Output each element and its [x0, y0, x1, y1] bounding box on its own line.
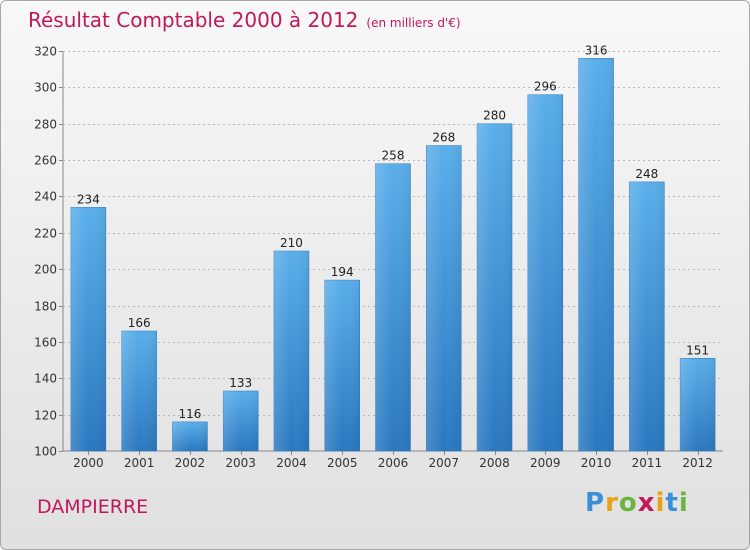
logo-letter: t — [665, 488, 679, 518]
data-label: 296 — [534, 80, 557, 94]
labels: 100 120 140 160 180 200 220 240 260 280 300 320 234 2… — [34, 43, 713, 470]
bar-highlight — [629, 181, 665, 451]
y-tick-label: 220 — [34, 227, 57, 241]
bar-highlight — [172, 421, 208, 451]
y-tick-label: 160 — [34, 336, 57, 350]
bars — [70, 58, 716, 452]
chart-subtitle: (en milliers d'€) — [366, 16, 461, 30]
logo-letter: i — [655, 488, 666, 518]
x-tick-label: 2007 — [428, 456, 459, 470]
x-tick-label: 2004 — [276, 456, 307, 470]
x-tick-label: 2003 — [225, 456, 256, 470]
x-tick-label: 2010 — [581, 456, 612, 470]
proxiti-logo[interactable]: Proxiti — [585, 488, 689, 518]
data-label: 133 — [229, 376, 252, 390]
logo-letter: x — [637, 488, 656, 518]
data-label: 248 — [635, 167, 658, 181]
chart-title-text: Résultat Comptable 2000 à 2012 — [28, 8, 359, 32]
y-tick-label: 140 — [34, 372, 57, 386]
data-label: 166 — [128, 316, 151, 330]
bar-highlight — [477, 123, 513, 452]
logo-letter: i — [678, 488, 689, 518]
data-label: 258 — [382, 149, 405, 163]
logo-letter: P — [585, 488, 606, 518]
bar-highlight — [121, 331, 157, 451]
bar-highlight — [375, 163, 411, 451]
data-label: 210 — [280, 236, 303, 250]
data-label: 280 — [483, 109, 506, 123]
bar-highlight — [324, 280, 360, 451]
bar-highlight — [426, 145, 462, 451]
x-tick-label: 2012 — [682, 456, 713, 470]
data-label: 234 — [77, 192, 100, 206]
y-tick-label: 180 — [34, 300, 57, 314]
x-tick-label: 2000 — [73, 456, 104, 470]
x-tick-label: 2008 — [479, 456, 510, 470]
x-tick-label: 2009 — [530, 456, 561, 470]
bar-highlight — [273, 251, 309, 451]
y-tick-label: 300 — [34, 81, 57, 95]
bar-highlight — [70, 207, 106, 451]
data-label: 151 — [686, 343, 709, 357]
x-tick-label: 2002 — [175, 456, 206, 470]
y-tick-label: 240 — [34, 190, 57, 204]
data-label: 316 — [585, 43, 608, 57]
bar-highlight — [223, 391, 259, 451]
x-tick-label: 2005 — [327, 456, 358, 470]
bar-highlight — [680, 358, 716, 451]
y-tick-label: 200 — [34, 263, 57, 277]
y-tick-label: 120 — [34, 409, 57, 423]
y-tick-label: 100 — [34, 445, 57, 459]
chart-title: Résultat Comptable 2000 à 2012 (en millie… — [28, 8, 461, 32]
y-tick-label: 320 — [34, 45, 57, 59]
y-tick-label: 260 — [34, 154, 57, 168]
x-tick-label: 2001 — [124, 456, 155, 470]
logo-letter: o — [618, 488, 638, 518]
x-tick-label: 2011 — [632, 456, 663, 470]
y-tick-label: 280 — [34, 118, 57, 132]
x-tick-label: 2006 — [378, 456, 409, 470]
bar-highlight — [578, 58, 614, 451]
data-label: 268 — [432, 131, 455, 145]
bar-highlight — [527, 94, 563, 452]
data-label: 116 — [178, 407, 201, 421]
data-label: 194 — [331, 265, 354, 279]
commune-name: DAMPIERRE — [37, 496, 149, 518]
logo-letter: r — [605, 488, 619, 518]
